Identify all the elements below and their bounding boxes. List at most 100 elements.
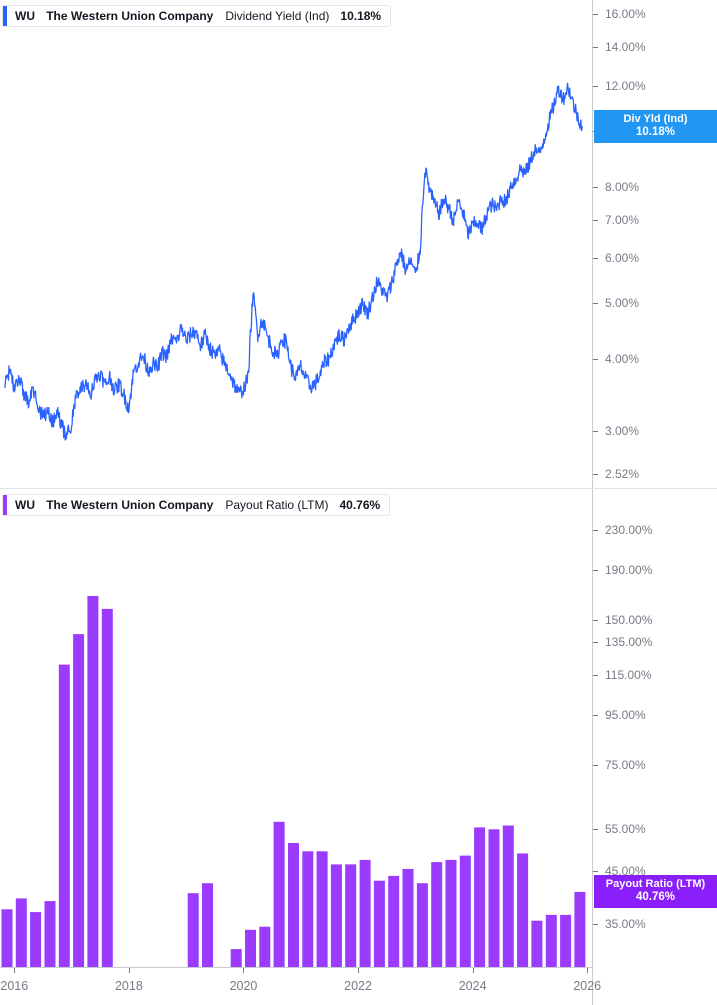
axis-tick-label: 135.00% <box>605 634 653 649</box>
axis-tick-label: 190.00% <box>605 563 653 578</box>
axis-tick-label: 16.00% <box>605 7 646 21</box>
bar <box>288 843 299 994</box>
bar <box>1 909 13 994</box>
dividend-yield-plot[interactable] <box>0 0 592 488</box>
axis-tick-label: 115.00% <box>605 668 652 683</box>
axis-tick-mark <box>593 764 598 766</box>
axis-tick-label: 35.00% <box>605 916 646 931</box>
legend-dividend-yield[interactable]: WU The Western Union Company Dividend Yi… <box>2 5 392 27</box>
badge-series-name: Div Yld (Ind) <box>623 112 688 125</box>
bar <box>416 883 428 994</box>
bar <box>517 853 529 994</box>
axis-tick-mark <box>593 530 598 532</box>
legend-metric-name: Dividend Yield (Ind) <box>225 9 330 23</box>
axis-tick-label: 5.00% <box>605 296 640 311</box>
bar <box>15 898 27 994</box>
legend-metric-value: 40.76% <box>339 498 381 512</box>
current-value-badge[interactable]: Div Yld (Ind) 10.18% <box>594 109 717 144</box>
badge-value: 40.76% <box>635 890 675 903</box>
pane-divider[interactable] <box>0 488 717 489</box>
legend-ticker: WU <box>15 498 36 512</box>
bar <box>58 664 70 994</box>
series-color-swatch <box>3 6 7 26</box>
bar <box>73 634 85 994</box>
axis-tick-mark <box>593 219 598 221</box>
axis-tick-label: 12.00% <box>605 78 646 93</box>
time-axis-tick-label: 2022 <box>344 979 372 993</box>
time-axis[interactable]: 2016 2018 2020 2022 2024 2026 <box>0 967 601 1005</box>
bar <box>560 914 572 994</box>
bar <box>459 855 471 994</box>
axis-tick-label: 45.00% <box>605 864 646 879</box>
axis-tick-label: 6.00% <box>605 251 640 266</box>
bar <box>488 829 500 994</box>
legend-ticker: WU <box>15 9 36 23</box>
axis-tick-mark <box>593 570 598 572</box>
payout-ratio-bar-series <box>1 596 586 994</box>
bar <box>202 883 213 994</box>
axis-tick-mark <box>593 641 598 643</box>
line-path <box>4 82 584 441</box>
time-axis-tick-mark <box>472 968 474 973</box>
legend-company-name: The Western Union Company <box>46 9 214 23</box>
legend-company-name: The Western Union Company <box>46 498 214 512</box>
time-axis-tick-mark <box>128 968 130 973</box>
bar <box>87 596 99 994</box>
bar <box>373 880 385 994</box>
time-axis-tick-label: 2016 <box>0 979 29 993</box>
badge-series-name: Payout Ratio (LTM) <box>605 877 706 890</box>
axis-tick-label: 4.00% <box>605 352 640 366</box>
axis-tick-mark <box>593 85 598 87</box>
time-axis-tick-mark <box>587 968 589 973</box>
axis-tick-mark <box>593 303 598 305</box>
time-axis-tick-label: 2020 <box>229 979 258 993</box>
bar <box>44 901 56 994</box>
bar <box>101 608 113 994</box>
bar <box>388 875 400 994</box>
badge-value: 10.18% <box>635 125 675 138</box>
series-color-swatch <box>3 495 7 515</box>
time-axis-tick-mark <box>243 968 245 973</box>
time-axis-tick-label: 2026 <box>573 979 602 993</box>
axis-tick-mark <box>593 715 598 717</box>
axis-tick-label: 8.00% <box>605 179 640 194</box>
dividend-yield-pane: WU The Western Union Company Dividend Yi… <box>0 0 717 488</box>
axis-tick-mark <box>593 619 598 621</box>
axis-tick-mark <box>593 359 598 360</box>
bar <box>302 851 314 994</box>
bar <box>402 868 414 994</box>
bar <box>502 825 514 994</box>
axis-tick-label: 55.00% <box>605 822 646 837</box>
payout-ratio-price-axis[interactable]: 230.00% 190.00% 150.00% 135.00% 115.00% 95.00… <box>592 489 717 1005</box>
bar <box>316 851 328 994</box>
axis-tick-label: 2.52% <box>605 467 640 481</box>
dividend-yield-price-axis[interactable]: 16.00%14.00%12.00%10.00%8.00%7.00%6.00%5… <box>592 0 717 488</box>
axis-tick-mark <box>593 829 598 831</box>
legend-payout-ratio[interactable]: WU The Western Union Company Payout Rati… <box>2 494 391 516</box>
bar <box>187 893 199 994</box>
bar <box>474 827 486 994</box>
bar <box>431 862 443 994</box>
bar <box>259 926 271 994</box>
time-axis-tick-label: 2018 <box>114 979 143 993</box>
axis-tick-mark <box>593 474 598 475</box>
axis-tick-label: 95.00% <box>605 708 646 723</box>
axis-tick-mark <box>593 258 598 260</box>
axis-tick-mark <box>593 675 598 677</box>
bar <box>273 821 285 994</box>
axis-tick-mark <box>593 923 598 925</box>
bar <box>245 929 256 994</box>
legend-metric-value: 10.18% <box>340 9 382 23</box>
axis-tick-label: 230.00% <box>605 523 653 538</box>
bar <box>445 859 457 994</box>
payout-ratio-plot[interactable] <box>0 489 592 1005</box>
bar <box>30 912 42 994</box>
current-value-badge[interactable]: Payout Ratio (LTM) 40.76% <box>594 874 717 909</box>
time-axis-tick-mark <box>14 968 16 973</box>
bar <box>345 864 357 994</box>
bar <box>531 920 543 994</box>
bar <box>545 914 557 994</box>
axis-tick-label: 14.00% <box>605 40 646 55</box>
axis-tick-label: 7.00% <box>605 212 640 227</box>
